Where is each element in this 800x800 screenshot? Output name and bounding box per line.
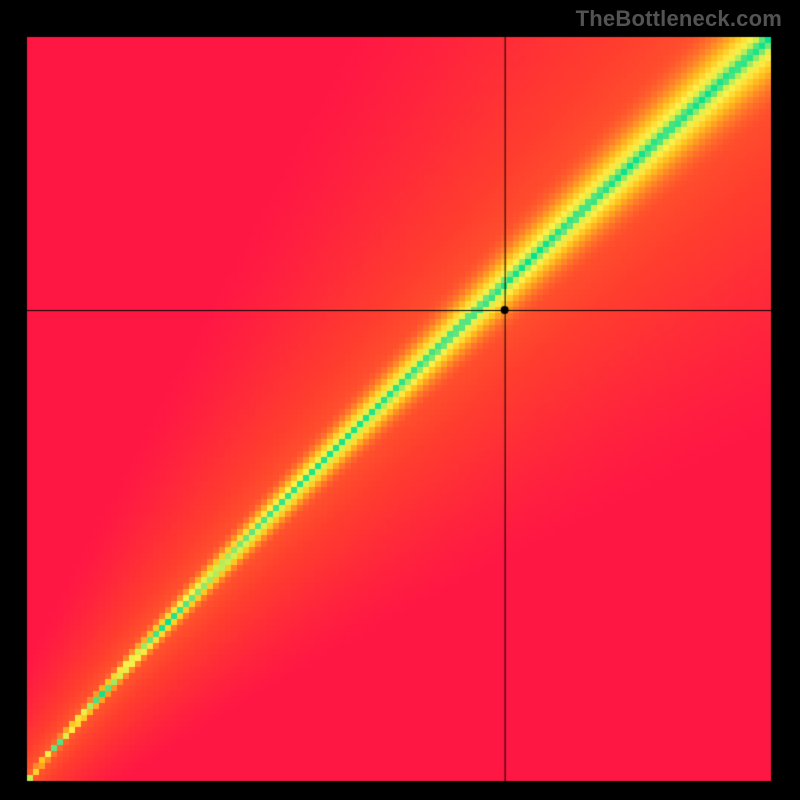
watermark-text: TheBottleneck.com xyxy=(576,6,782,32)
chart-container: TheBottleneck.com xyxy=(0,0,800,800)
heatmap-canvas xyxy=(0,0,800,800)
